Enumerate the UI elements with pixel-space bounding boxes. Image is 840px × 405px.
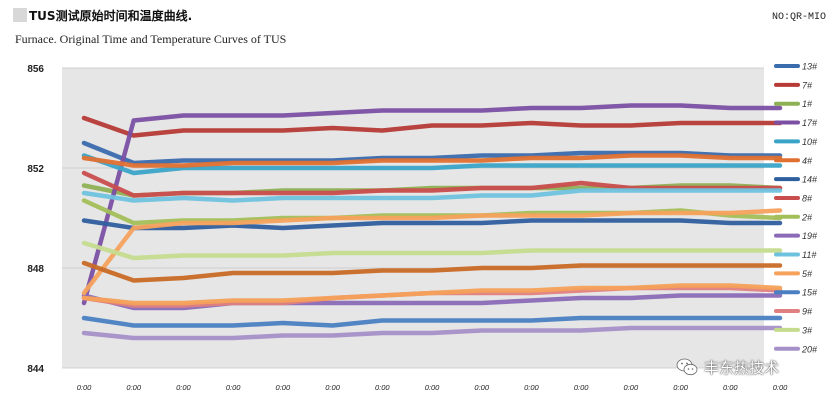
series-line-unlabeled-17 — [81, 283, 783, 306]
legend-label: 13# — [802, 62, 818, 72]
legend-label: 20# — [801, 344, 818, 354]
y-tick-label: 844 — [27, 364, 44, 375]
x-tick-label: 0:00 — [474, 383, 489, 392]
x-tick-label: 0:00 — [126, 383, 141, 392]
series-line-17 — [81, 103, 783, 306]
wechat-icon — [676, 358, 698, 376]
legend-label: 8# — [802, 193, 813, 203]
series-line-unlabeled-16 — [81, 260, 783, 283]
legend-label: 2# — [801, 212, 813, 222]
y-tick-label: 852 — [27, 164, 44, 175]
series-line-4 — [81, 153, 783, 168]
legend-label: 1# — [802, 99, 813, 109]
x-tick-label: 0:00 — [723, 383, 738, 392]
legend-label: 10# — [802, 137, 818, 147]
x-tick-label: 0:00 — [624, 383, 639, 392]
legend-label: 3# — [802, 325, 813, 335]
watermark-text: 丰东热技术 — [704, 358, 780, 377]
chart-title: Furnace. Original Time and Temperature C… — [15, 32, 287, 46]
document-number: NO:QR-MIO — [771, 12, 826, 23]
x-tick-label: 0:00 — [276, 383, 291, 392]
series-line-11 — [81, 188, 783, 203]
legend-label: 7# — [802, 80, 813, 90]
y-tick-label: 856 — [27, 64, 44, 75]
x-tick-label: 0:00 — [673, 383, 688, 392]
x-tick-label: 0:00 — [226, 383, 241, 392]
series-line-8 — [81, 170, 783, 198]
series-line-20 — [81, 325, 783, 341]
legend-label: 17# — [802, 118, 818, 128]
y-tick-label: 848 — [27, 264, 44, 275]
document-title: TUS测试原始时间和温度曲线. — [13, 6, 192, 24]
series-line-14 — [81, 218, 783, 231]
legend-label: 11# — [802, 250, 817, 260]
x-tick-label: 0:00 — [176, 383, 191, 392]
x-tick-label: 0:00 — [77, 383, 92, 392]
legend-label: 9# — [802, 307, 813, 317]
series-line-10 — [81, 153, 783, 176]
legend-label: 19# — [802, 231, 818, 241]
series-line-7 — [81, 115, 783, 138]
x-tick-label: 0:00 — [425, 383, 440, 392]
title-marker — [13, 8, 27, 22]
series-line-15 — [81, 315, 783, 328]
x-tick-label: 0:00 — [524, 383, 539, 392]
x-tick-label: 0:00 — [574, 383, 589, 392]
legend-label: 15# — [802, 288, 818, 298]
legend-label: 4# — [802, 156, 813, 166]
x-tick-label: 0:00 — [773, 383, 788, 392]
document-title-text: TUS测试原始时间和温度曲线. — [29, 8, 193, 23]
x-tick-label: 0:00 — [375, 383, 390, 392]
legend-label: 5# — [802, 269, 813, 279]
series-line-3 — [81, 240, 783, 261]
watermark: 丰东热技术 — [676, 356, 779, 378]
x-tick-label: 0:00 — [325, 383, 340, 392]
series-line-5 — [81, 208, 783, 296]
legend-label: 14# — [802, 175, 818, 185]
series-line-13 — [81, 140, 783, 166]
